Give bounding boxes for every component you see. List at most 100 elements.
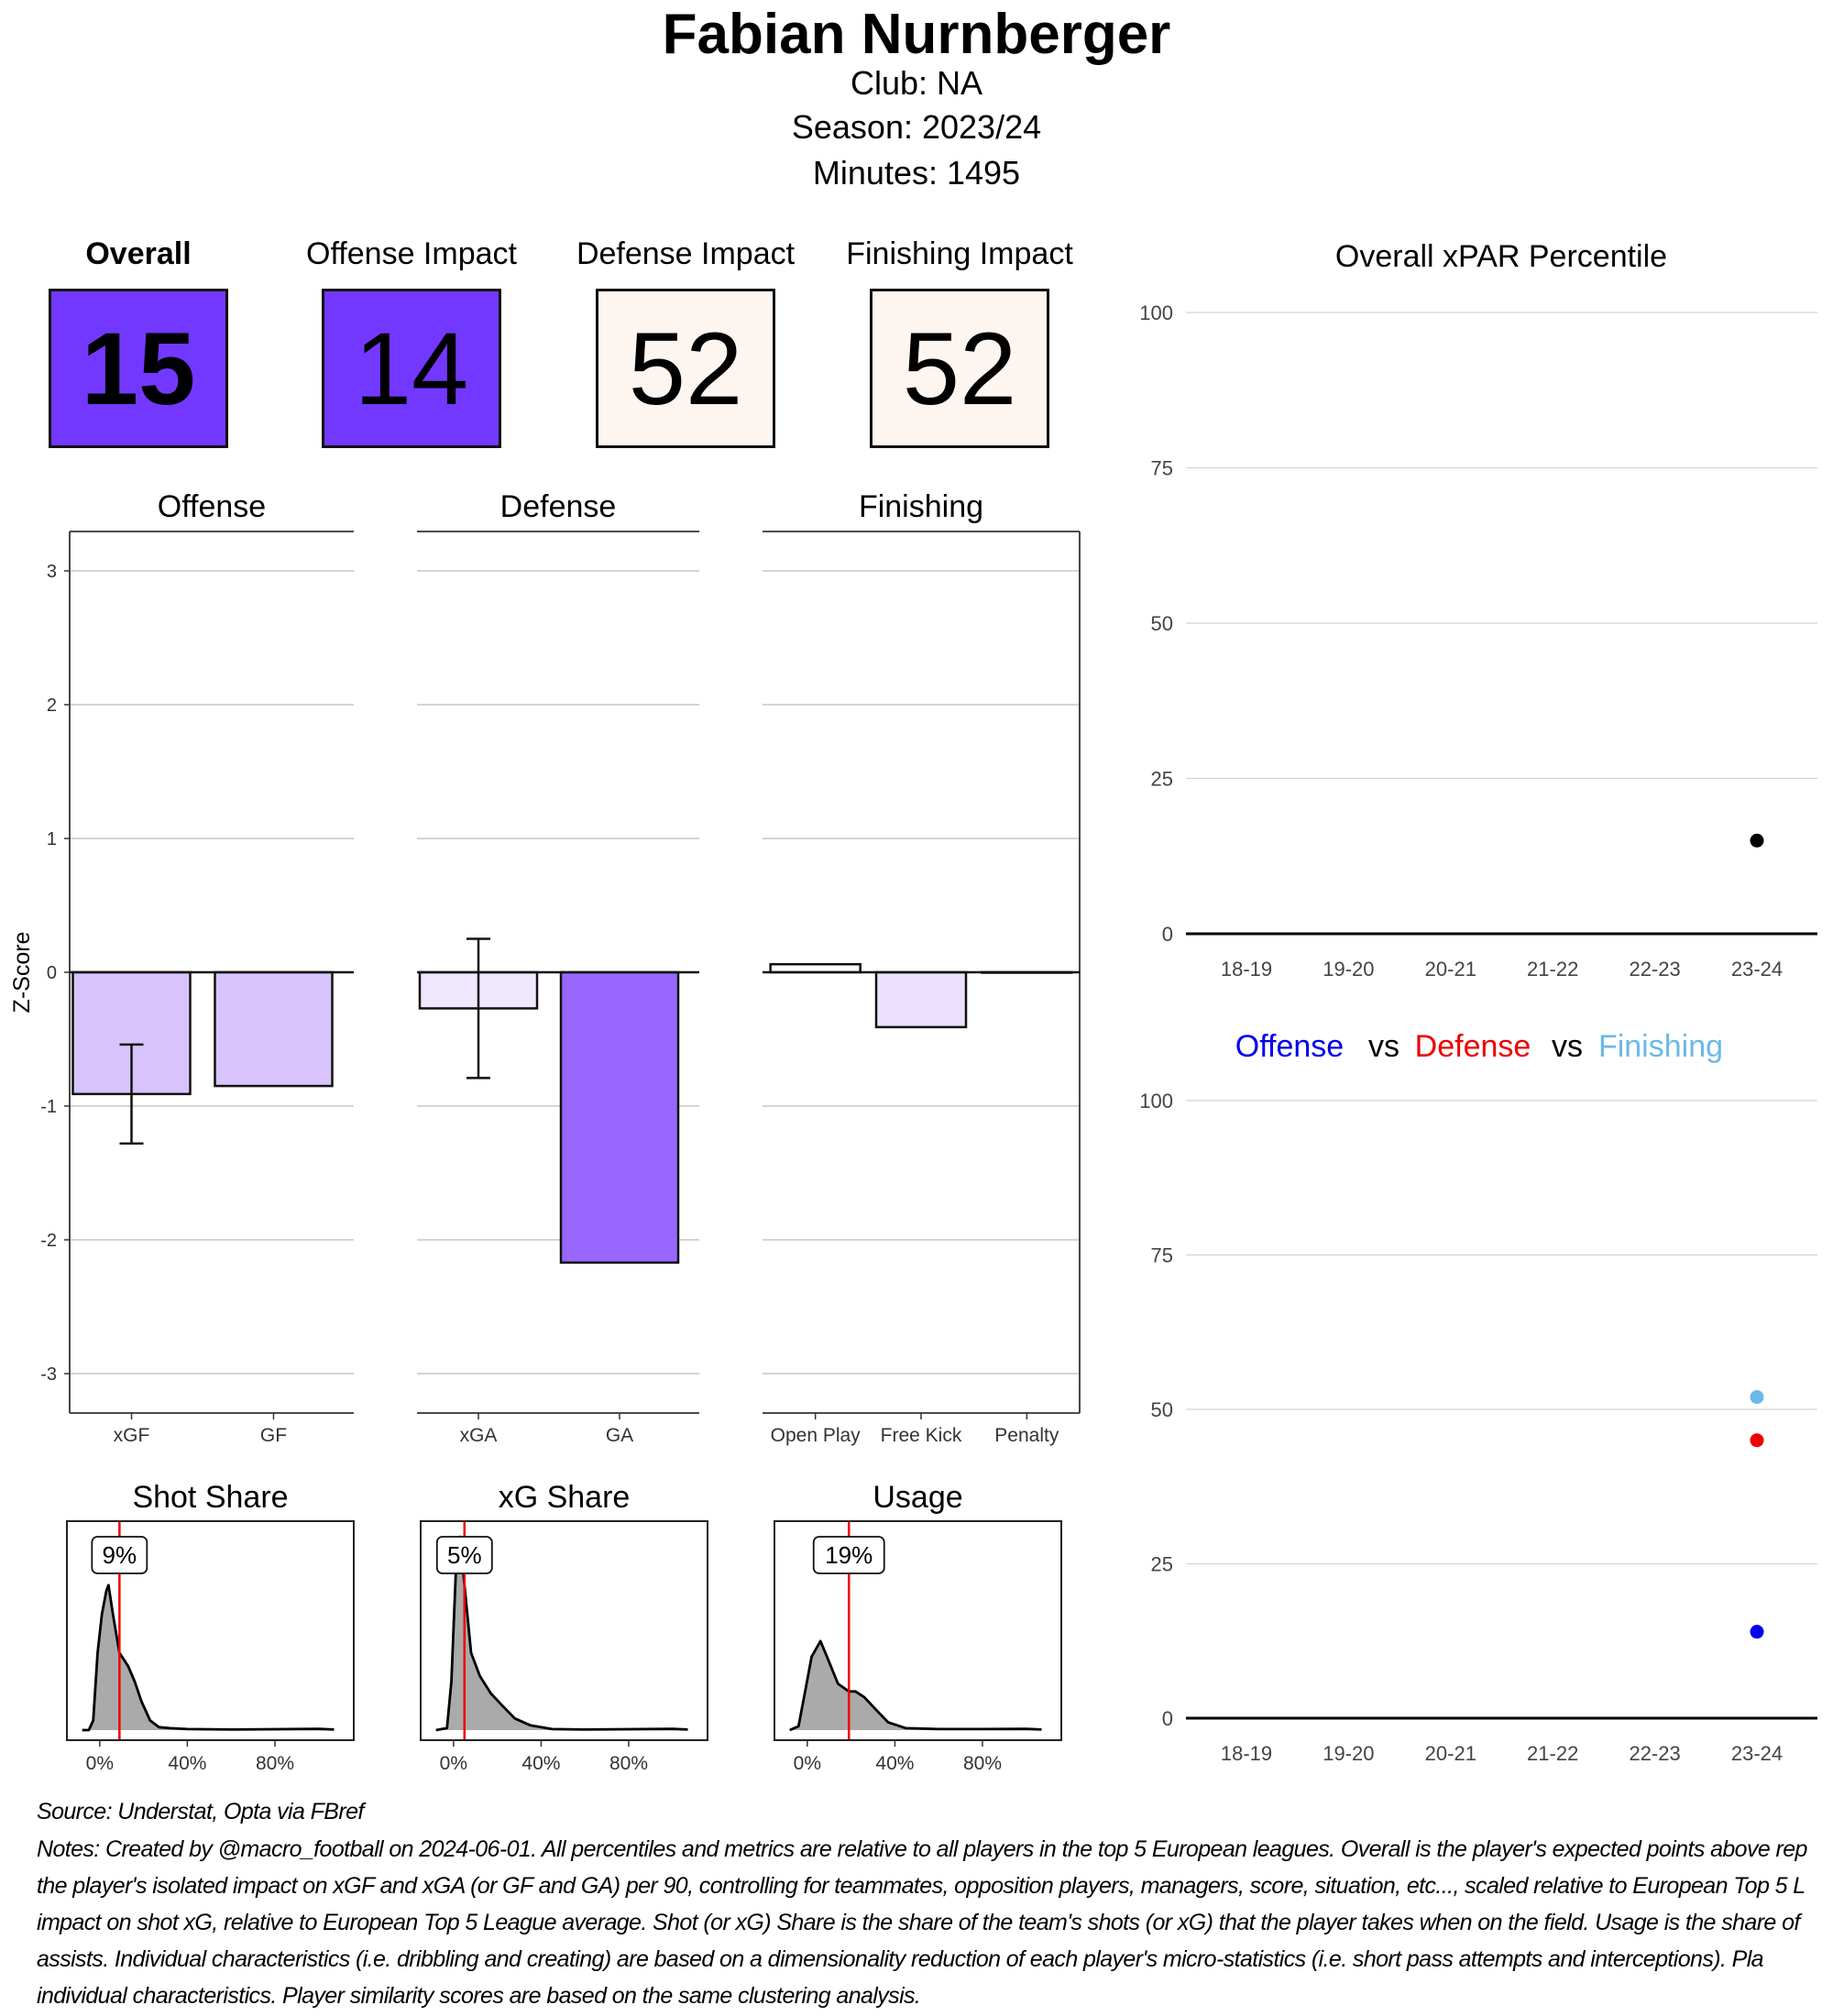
- density-panel-border: [66, 1520, 355, 1741]
- data-point-finishing: [1750, 1390, 1764, 1405]
- y-tick-label: 50: [1151, 1398, 1173, 1421]
- density-area: [789, 1640, 1042, 1730]
- x-tick-label: 18-19: [1221, 1742, 1272, 1765]
- notes-line-5: individual characteristics. Player simil…: [37, 1983, 921, 2009]
- score-value: 15: [81, 311, 196, 426]
- x-tick-label: 21-22: [1527, 958, 1578, 981]
- density-panel-title: Usage: [873, 1480, 962, 1515]
- score-box: 52: [596, 289, 775, 448]
- x-tick-label: Free Kick: [881, 1425, 962, 1446]
- data-point-defense: [1750, 1433, 1764, 1448]
- bar-open-play: [769, 962, 862, 974]
- x-tick-label: 0%: [86, 1753, 114, 1774]
- y-tick-label: 3: [47, 562, 57, 582]
- bar-free-kick: [874, 970, 968, 1029]
- x-tick-label: Penalty: [994, 1425, 1059, 1446]
- y-tick-label: 2: [47, 696, 57, 716]
- x-tick-label: 19-20: [1323, 958, 1374, 981]
- notes-line-1: Notes: Created by @macro_football on 202…: [37, 1836, 1807, 1862]
- score-label: Finishing Impact: [846, 236, 1073, 271]
- density-area: [82, 1584, 335, 1730]
- season-line: Season: 2023/24: [791, 108, 1042, 146]
- x-tick-label: 40%: [875, 1753, 914, 1774]
- x-tick-label: 0%: [794, 1753, 821, 1774]
- chart-title: Overall xPAR Percentile: [1335, 239, 1667, 274]
- density-panel-title: Shot Share: [132, 1480, 288, 1515]
- density-line: [789, 1639, 1042, 1732]
- panel-title: Defense: [500, 489, 617, 524]
- bar-ga: [559, 970, 680, 1265]
- score-label: Overall: [85, 236, 192, 271]
- y-tick-label: 50: [1151, 612, 1173, 635]
- score-box: 15: [49, 289, 228, 448]
- player-name-title: Fabian Nurnberger: [662, 3, 1171, 66]
- x-tick-label: 40%: [168, 1753, 206, 1774]
- marker-label-box: [91, 1536, 148, 1574]
- marker-label: 5%: [447, 1541, 482, 1569]
- data-point: [1750, 833, 1764, 848]
- notes-line-2: the player's isolated impact on xGF and …: [37, 1873, 1806, 1899]
- x-tick-label: GA: [606, 1425, 633, 1446]
- x-tick-label: 23-24: [1731, 958, 1783, 981]
- y-tick-label: 75: [1151, 457, 1173, 480]
- density-panel-title: xG Share: [499, 1480, 631, 1515]
- y-tick-label: 100: [1139, 301, 1173, 324]
- x-tick-label: 21-22: [1527, 1742, 1578, 1765]
- score-label: Defense Impact: [576, 236, 796, 271]
- score-value: 52: [628, 311, 743, 426]
- x-tick-label: 20-21: [1425, 958, 1476, 981]
- score-label: Offense Impact: [306, 236, 517, 271]
- club-line: Club: NA: [850, 64, 983, 102]
- y-tick-label: 0: [1162, 1707, 1173, 1730]
- x-tick-label: 80%: [963, 1753, 1002, 1774]
- legend-item: Finishing: [1598, 1029, 1723, 1064]
- marker-label: 19%: [825, 1541, 873, 1569]
- marker-label: 9%: [103, 1541, 137, 1569]
- legend-item: Defense: [1415, 1029, 1531, 1064]
- score-value: 14: [354, 311, 469, 426]
- y-tick-label: -2: [40, 1231, 57, 1251]
- y-tick-label: -1: [40, 1097, 57, 1117]
- x-tick-label: Open Play: [771, 1425, 862, 1446]
- y-axis-label: Z-Score: [9, 932, 35, 1013]
- marker-label-box: [435, 1536, 493, 1574]
- x-tick-label: xGA: [460, 1425, 498, 1446]
- y-tick-label: 75: [1151, 1244, 1173, 1267]
- x-tick-label: 22-23: [1629, 1742, 1680, 1765]
- legend-item: vs: [1368, 1029, 1399, 1064]
- x-tick-label: GF: [260, 1425, 287, 1446]
- panel-title: Offense: [158, 489, 266, 524]
- notes-line-3: impact on shot xG, relative to European …: [37, 1910, 1800, 1935]
- x-tick-label: 19-20: [1323, 1742, 1374, 1765]
- x-tick-label: xGF: [114, 1425, 150, 1446]
- x-tick-label: 0%: [440, 1753, 467, 1774]
- x-tick-label: 20-21: [1425, 1742, 1476, 1765]
- score-box: 52: [870, 289, 1049, 448]
- y-tick-label: 100: [1139, 1090, 1173, 1112]
- legend-item: vs: [1552, 1029, 1583, 1064]
- y-tick-label: 1: [47, 829, 57, 849]
- y-tick-label: 25: [1151, 768, 1173, 791]
- y-tick-label: -3: [40, 1364, 57, 1385]
- x-tick-label: 23-24: [1731, 1742, 1783, 1765]
- x-tick-label: 18-19: [1221, 958, 1272, 981]
- density-line: [82, 1583, 335, 1732]
- y-tick-label: 0: [47, 963, 57, 983]
- density-line: [435, 1535, 688, 1732]
- x-tick-label: 22-23: [1629, 958, 1680, 981]
- x-tick-label: 80%: [609, 1753, 648, 1774]
- legend-item: Offense: [1235, 1029, 1344, 1064]
- x-tick-label: 80%: [256, 1753, 294, 1774]
- score-value: 52: [902, 311, 1017, 426]
- marker-label-box: [812, 1536, 885, 1574]
- y-tick-label: 0: [1162, 923, 1173, 946]
- score-box: 14: [322, 289, 501, 448]
- density-panel-border: [420, 1520, 708, 1741]
- panel-title: Finishing: [859, 489, 983, 524]
- source-note: Source: Understat, Opta via FBref: [37, 1799, 364, 1824]
- y-tick-label: 25: [1151, 1553, 1173, 1576]
- minutes-line: Minutes: 1495: [812, 154, 1021, 192]
- bar-gf: [214, 970, 334, 1088]
- x-tick-label: 40%: [521, 1753, 560, 1774]
